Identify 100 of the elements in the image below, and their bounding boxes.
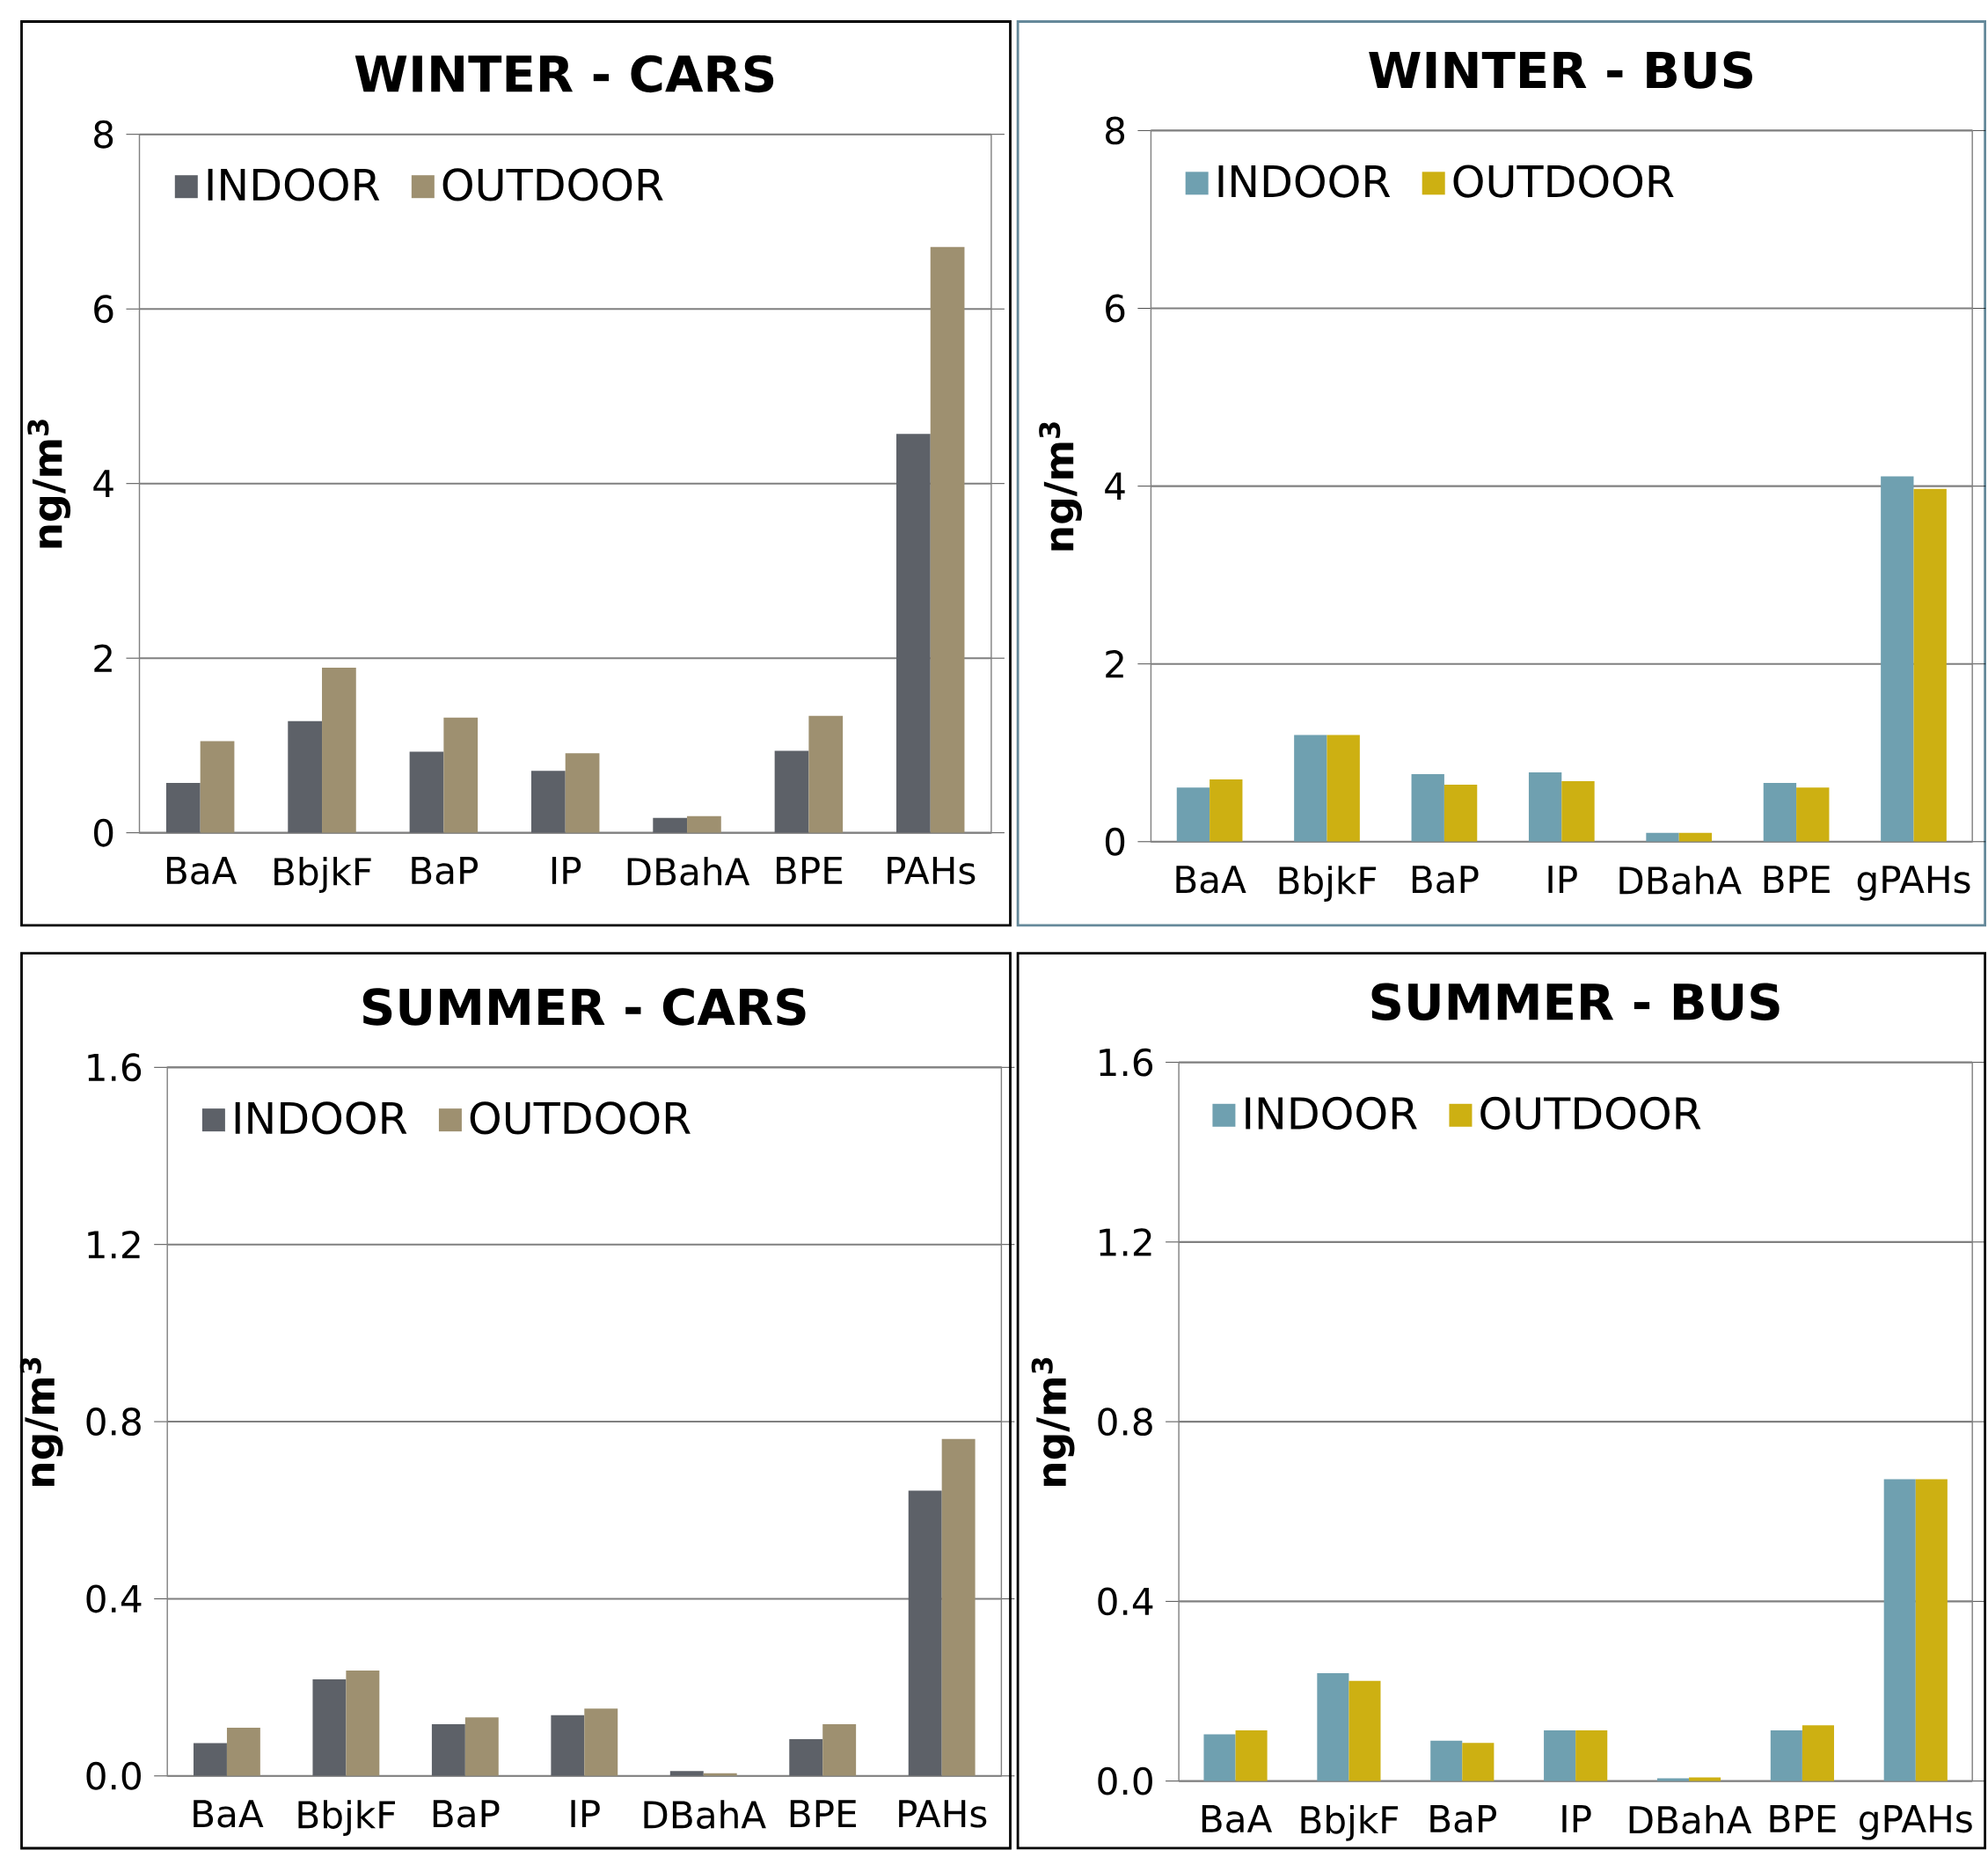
x-tick-label: BaP <box>433 1800 500 1828</box>
x-tick-label: PAHs <box>899 1800 987 1828</box>
bar <box>1235 1729 1268 1781</box>
legend-label: OUTDOOR <box>1480 1096 1701 1130</box>
x-tick-label: DBahA <box>1619 866 1742 895</box>
legend-label: INDOOR <box>235 1101 407 1135</box>
legend-label: INDOOR <box>1246 1096 1417 1130</box>
legend-label: OUTDOOR <box>470 1101 691 1135</box>
x-tick-label: BPE <box>790 1800 856 1827</box>
bar <box>322 668 356 833</box>
bar <box>908 1490 942 1776</box>
bar <box>1210 779 1243 842</box>
bar <box>1462 1743 1495 1781</box>
bar <box>808 715 844 833</box>
x-tick-label: BaA <box>167 857 238 885</box>
bar <box>464 1717 499 1776</box>
y-tick-label: 4 <box>93 470 113 498</box>
y-tick-label: 8 <box>94 120 113 149</box>
x-tick-label: BPE <box>1764 866 1830 893</box>
y-tick-label: 1.6 <box>88 1053 142 1082</box>
bar <box>1411 774 1444 842</box>
bar <box>312 1679 347 1776</box>
bar <box>669 1771 704 1776</box>
x-tick-label: BaA <box>1176 866 1246 894</box>
x-tick-label: PAHs <box>888 857 976 885</box>
bar <box>1348 1680 1381 1781</box>
bar <box>565 753 600 833</box>
bar <box>1317 1673 1349 1781</box>
y-tick-label: 8 <box>1106 116 1125 145</box>
bar <box>1796 787 1830 842</box>
chart-title: WINTER - BUS <box>1369 51 1752 89</box>
y-tick-label: 0 <box>94 818 113 847</box>
x-tick-label: DBahA <box>644 1800 766 1829</box>
x-tick-label: IP <box>571 1800 600 1827</box>
y-tick-label: 0.0 <box>86 1761 141 1790</box>
bar <box>1443 785 1478 842</box>
bar <box>530 771 566 833</box>
x-tick-label: BaP <box>412 857 479 885</box>
x-tick-label: DBahA <box>1629 1805 1752 1834</box>
legend-label: INDOOR <box>1218 165 1391 198</box>
bar <box>409 751 444 833</box>
bar <box>822 1723 857 1776</box>
bar <box>1646 832 1679 842</box>
bar <box>226 1727 260 1776</box>
bar <box>789 1739 823 1776</box>
y-tick-label: 1.2 <box>88 1231 140 1259</box>
x-tick-label: IP <box>552 857 581 884</box>
y-tick-label: 0.8 <box>1098 1408 1152 1437</box>
y-tick-label: 1.6 <box>1100 1048 1153 1077</box>
x-tick-label: BPE <box>777 857 843 884</box>
x-tick-label: BaA <box>194 1800 264 1828</box>
y-tick-label: 2 <box>1106 650 1123 678</box>
y-tick-label: 6 <box>1106 294 1125 323</box>
bar <box>774 750 809 833</box>
bar <box>1430 1740 1463 1781</box>
bar <box>551 1715 585 1776</box>
x-tick-label: BbjkF <box>1279 866 1377 903</box>
x-tick-label: BbjkF <box>298 1800 396 1837</box>
bar <box>1294 735 1327 842</box>
bar <box>200 741 235 833</box>
bar <box>1881 476 1914 842</box>
legend-label: OUTDOOR <box>1453 165 1674 198</box>
bar <box>1561 781 1595 842</box>
bar <box>687 815 721 833</box>
bar <box>431 1723 465 1776</box>
bar <box>1802 1725 1834 1781</box>
x-tick-label: BbjkF <box>274 857 371 893</box>
bar <box>1763 783 1797 842</box>
chart-title: SUMMER - BUS <box>1371 983 1780 1021</box>
bar <box>941 1438 976 1776</box>
y-tick-label: 0 <box>1105 827 1125 856</box>
bar <box>1176 787 1210 842</box>
text: ng/m$^{3}$ <box>1039 422 1083 551</box>
bar <box>895 434 931 833</box>
y-tick-label: 1.2 <box>1100 1228 1151 1256</box>
text: ng/m$^{3}$ <box>27 420 71 548</box>
y-tick-label: 4 <box>1105 472 1125 500</box>
x-tick-label: IP <box>1548 866 1577 893</box>
bar <box>1883 1479 1916 1781</box>
x-tick-label: BaP <box>1412 866 1479 894</box>
x-tick-label: BaP <box>1430 1805 1496 1833</box>
chart-title: WINTER - CARS <box>354 55 774 93</box>
legend-label: INDOOR <box>208 168 380 201</box>
bar <box>288 720 323 833</box>
y-tick-label: 0.8 <box>86 1408 141 1437</box>
x-tick-label: IP <box>1562 1805 1591 1832</box>
x-tick-label: gPAHs <box>1860 1805 1972 1840</box>
bar <box>1528 771 1562 842</box>
legend-label: OUTDOOR <box>442 168 663 201</box>
x-tick-label: BaA <box>1202 1805 1273 1833</box>
x-tick-label: DBahA <box>627 857 750 886</box>
bar <box>1913 488 1947 842</box>
bar <box>1203 1734 1236 1781</box>
bar <box>165 783 201 833</box>
bar <box>1327 735 1360 842</box>
y-tick-label: 0.0 <box>1098 1766 1152 1795</box>
x-tick-label: gPAHs <box>1857 866 1970 901</box>
x-tick-label: BbjkF <box>1301 1805 1399 1841</box>
bar <box>1770 1729 1802 1781</box>
bar <box>194 1743 227 1776</box>
